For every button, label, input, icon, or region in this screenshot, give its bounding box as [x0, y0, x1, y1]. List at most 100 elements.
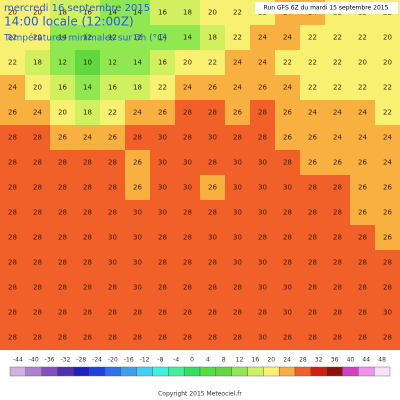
cell-value: 30 — [258, 209, 267, 217]
cell-value: 30 — [208, 134, 217, 142]
cell — [250, 50, 276, 76]
cell-value: 30 — [383, 309, 392, 317]
legend-swatch — [120, 366, 137, 377]
cell-value: 22 — [283, 59, 292, 67]
cell-value: 18 — [58, 9, 67, 17]
cell-value: 28 — [208, 209, 217, 217]
cell — [150, 75, 176, 101]
cell — [50, 50, 76, 76]
cell-value: 28 — [183, 309, 192, 317]
cell-value: 28 — [8, 234, 17, 242]
cell — [100, 100, 126, 126]
cell — [350, 25, 376, 51]
cell-value: 28 — [133, 134, 142, 142]
cell — [200, 50, 226, 76]
cell — [75, 50, 101, 76]
cell — [250, 25, 276, 51]
cell — [150, 325, 176, 351]
cell-value: 26 — [358, 209, 367, 217]
cell-value: 30 — [158, 134, 167, 142]
cell-value: 28 — [108, 184, 117, 192]
cell — [50, 175, 76, 201]
cell — [350, 175, 376, 201]
cell — [0, 25, 26, 51]
cell-value: 28 — [208, 259, 217, 267]
cell — [375, 100, 400, 126]
cell — [275, 225, 301, 251]
cell — [0, 325, 26, 351]
cell-value: 12 — [83, 34, 92, 42]
cell-value: 28 — [308, 284, 317, 292]
cell-value: 28 — [233, 334, 242, 342]
cell-value: 16 — [158, 9, 167, 17]
cell — [325, 150, 351, 176]
cell — [125, 150, 151, 176]
legend-label: -8 — [157, 357, 163, 364]
legend-label: -4 — [173, 357, 179, 364]
cell — [350, 125, 376, 151]
cell — [300, 250, 326, 276]
legend-swatch — [310, 366, 327, 377]
cell — [75, 275, 101, 301]
run: Run GFS 6Z du mardi 15 septembre 2015 — [264, 5, 389, 12]
cell — [100, 50, 126, 76]
cell-value: 28 — [108, 309, 117, 317]
cell-value: 22 — [158, 84, 167, 92]
cell-value: 14 — [58, 34, 67, 42]
cell-value: 18 — [33, 59, 42, 67]
cell-value: 28 — [283, 234, 292, 242]
legend-label: 44 — [362, 357, 370, 364]
cell — [25, 150, 51, 176]
cell-value: 24 — [383, 134, 392, 142]
legend-swatch — [88, 366, 106, 377]
cell — [300, 100, 326, 126]
cell-value: 28 — [333, 234, 342, 242]
cell — [150, 125, 176, 151]
cell — [300, 175, 326, 201]
cell — [150, 300, 176, 326]
cell-value: 30 — [258, 284, 267, 292]
time: 14:00 locale (12:00Z) — [4, 15, 134, 29]
cell-value: 28 — [233, 309, 242, 317]
cell-value: 30 — [108, 259, 117, 267]
legend-label: -12 — [140, 357, 150, 364]
cell — [175, 300, 201, 326]
cell-value: 26 — [208, 184, 217, 192]
cell — [175, 100, 201, 126]
cell — [25, 175, 51, 201]
cell — [75, 175, 101, 201]
cell-value: 28 — [58, 334, 67, 342]
cell — [25, 300, 51, 326]
cell — [350, 50, 376, 76]
cell-value: 28 — [358, 309, 367, 317]
legend-swatch — [358, 366, 375, 377]
cell — [300, 75, 326, 101]
cell — [200, 250, 226, 276]
cell-value: 24 — [283, 84, 292, 92]
cell — [250, 100, 276, 126]
cell — [100, 200, 126, 226]
cell — [225, 125, 251, 151]
cell-value: 30 — [183, 184, 192, 192]
cell — [375, 50, 400, 76]
cell-value: 28 — [8, 159, 17, 167]
cell-value: 22 — [383, 109, 392, 117]
cell-value: 28 — [308, 259, 317, 267]
cell — [25, 75, 51, 101]
cell-value: 30 — [158, 209, 167, 217]
cell-value: 30 — [233, 234, 242, 242]
cell-value: 24 — [358, 109, 367, 117]
cell-value: 28 — [8, 309, 17, 317]
cell-value: 28 — [283, 259, 292, 267]
cell-value: 28 — [333, 259, 342, 267]
cell — [250, 125, 276, 151]
cell — [250, 325, 276, 351]
cell-value: 28 — [33, 259, 42, 267]
cell-value: 28 — [33, 334, 42, 342]
cell-value: 28 — [333, 309, 342, 317]
cell — [175, 175, 201, 201]
legend-label: -24 — [92, 357, 102, 364]
cell — [200, 225, 226, 251]
cell-value: 20 — [8, 9, 17, 17]
cell-value: 26 — [308, 159, 317, 167]
